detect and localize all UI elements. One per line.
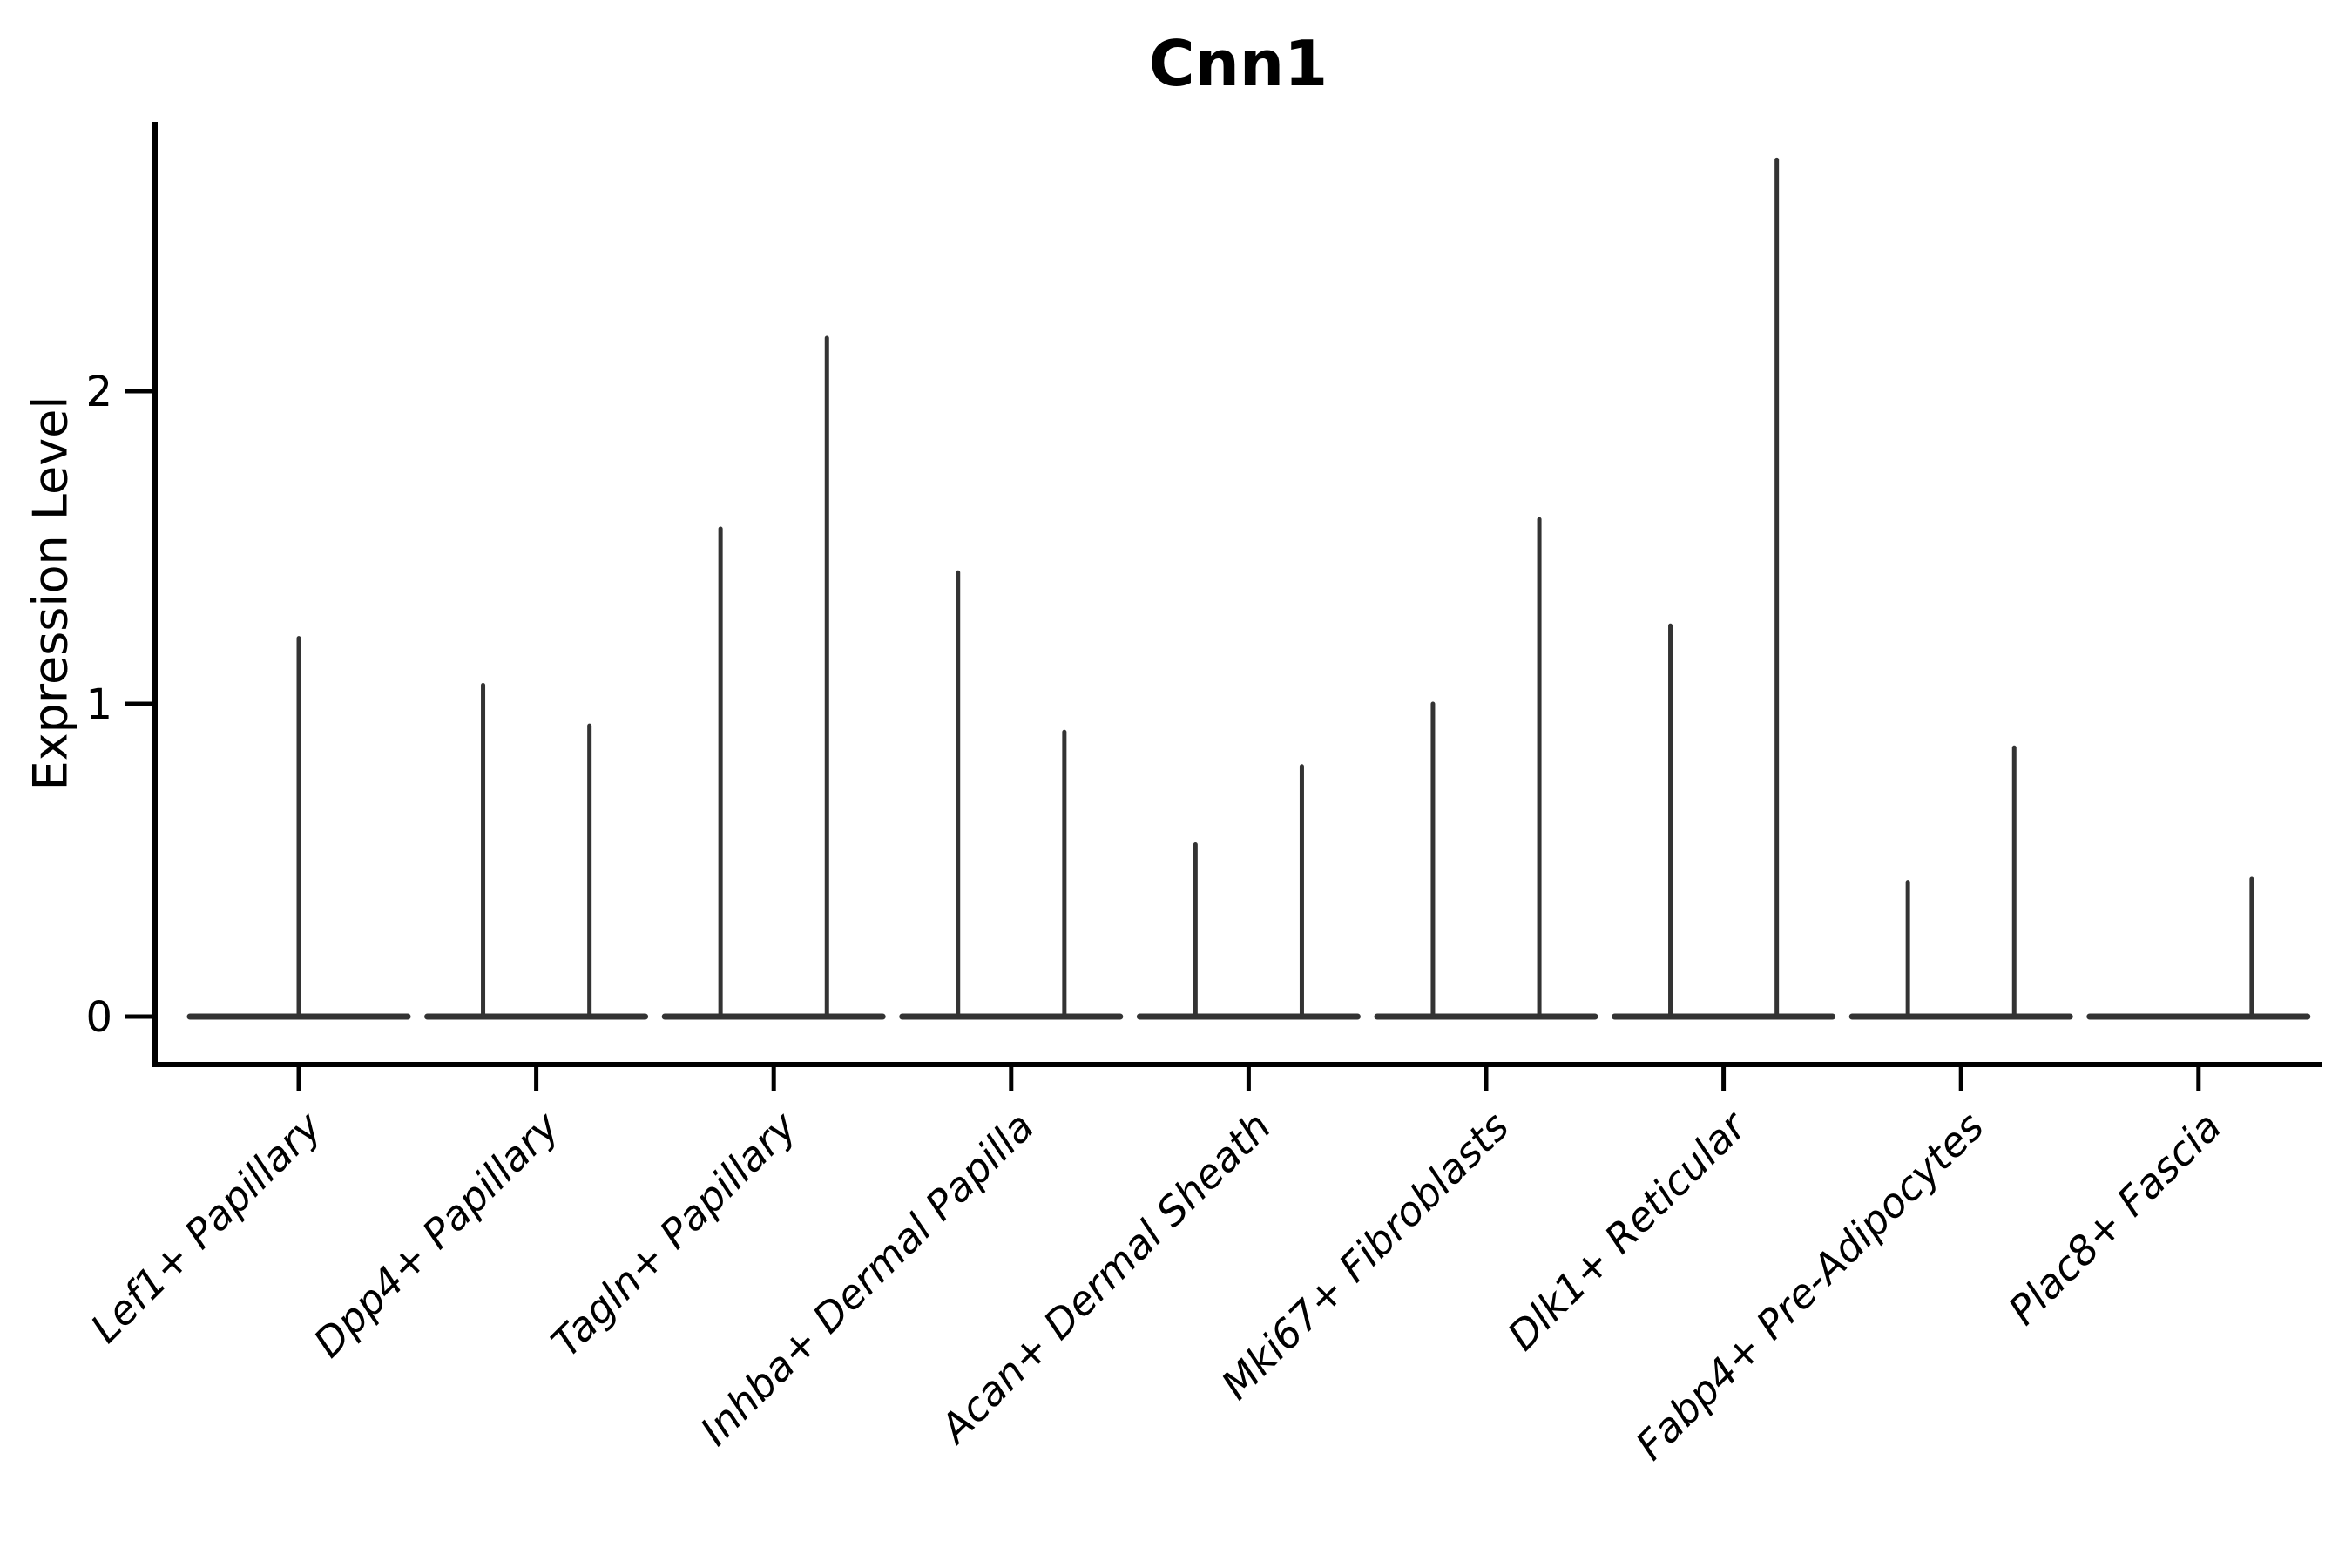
- y-tick-label: 1: [85, 680, 112, 729]
- y-tick-label: 2: [85, 368, 112, 416]
- y-tick-label: 0: [85, 993, 112, 1042]
- chart-title: Cnn1: [1148, 27, 1328, 100]
